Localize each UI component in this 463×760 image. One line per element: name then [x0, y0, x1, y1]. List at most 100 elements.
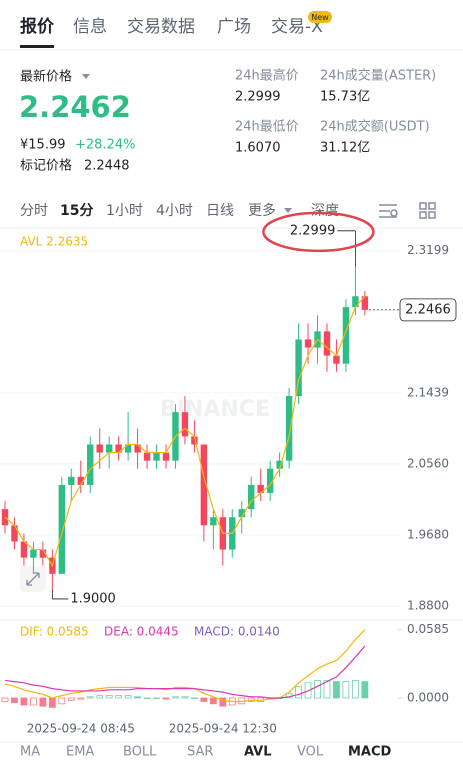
- y-tick-label: 2.1439: [407, 385, 449, 399]
- candle-body: [248, 484, 255, 510]
- stat-label: 24h最低价: [235, 120, 299, 135]
- badge: [308, 11, 332, 23]
- interval[interactable]: 15分: [60, 203, 93, 219]
- indicator-tab[interactable]: MA: [20, 745, 40, 760]
- candle-body: [295, 339, 302, 397]
- macd-bar: [361, 681, 369, 699]
- candle-body: [39, 549, 47, 558]
- stat-value: 31.12亿: [320, 141, 370, 156]
- mark-label: 标记价格: [20, 158, 72, 174]
- macd-bar: [181, 696, 189, 699]
- indicator-tab[interactable]: MACD: [348, 745, 392, 760]
- stat-value: 1.6070: [235, 141, 281, 156]
- candle-body: [68, 476, 75, 485]
- indicator-tab[interactable]: AVL: [244, 745, 272, 760]
- interval[interactable]: 更多: [248, 202, 276, 219]
- candle-body: [200, 444, 208, 526]
- interval[interactable]: 4小时: [156, 203, 193, 219]
- tab[interactable]: 广场: [217, 17, 251, 37]
- candle-body: [58, 484, 66, 574]
- mark-price: 2.2448: [84, 159, 130, 174]
- candle-body: [77, 476, 84, 485]
- macd-bar: [153, 697, 160, 699]
- indicator-legend: DIF: 0.0585: [20, 625, 89, 639]
- indicator-tab[interactable]: EMA: [66, 745, 94, 760]
- candle-body: [266, 468, 274, 493]
- candle-body: [285, 396, 293, 461]
- x-tick-label: 2025-09-24 12:30: [169, 722, 277, 736]
- macd-bar: [200, 697, 208, 702]
- indicator-legend: MACD: 0.0140: [194, 625, 280, 639]
- macd-line: [4, 629, 366, 703]
- interval[interactable]: 1小时: [106, 203, 143, 219]
- macd-bar: [39, 697, 47, 707]
- y-tick-label: 2.0560: [407, 456, 449, 470]
- macd-bar: [124, 695, 132, 699]
- indicator-tab[interactable]: BOLL: [123, 745, 157, 760]
- settings-icon[interactable]: [379, 204, 398, 218]
- last-price: 2.2462: [19, 90, 131, 124]
- macd-line: [4, 645, 366, 699]
- dropdown-icon: [82, 74, 90, 79]
- candle-body: [333, 355, 340, 364]
- last-price-box: [399, 298, 457, 322]
- macd-bar: [143, 697, 151, 699]
- candle-body: [153, 452, 160, 461]
- tab[interactable]: 交易数据: [127, 17, 195, 37]
- candle-body: [162, 452, 170, 461]
- high-annotation: 2.2999: [290, 223, 336, 238]
- macd-bar: [351, 680, 359, 699]
- dropdown-icon: [284, 208, 292, 213]
- macd-bar: [58, 697, 66, 705]
- macd-bar: [67, 697, 75, 701]
- interval[interactable]: 日线: [206, 203, 234, 219]
- indicator-tab[interactable]: SAR: [187, 745, 213, 760]
- y-tick-label: 2.3199: [407, 243, 449, 257]
- interval[interactable]: 深度: [311, 203, 339, 219]
- avl-line: [4, 295, 366, 568]
- macd-bar: [20, 697, 28, 706]
- candle-body: [143, 452, 151, 461]
- candle-body: [352, 296, 359, 308]
- indicator-legend: DEA: 0.0445: [104, 625, 179, 639]
- last-price-label: 2.2466: [405, 302, 451, 317]
- low-annotation: 1.9000: [70, 591, 116, 606]
- interval[interactable]: 分时: [20, 203, 48, 219]
- highlight-circle: [262, 211, 375, 253]
- candle-body: [105, 444, 113, 453]
- candle-body: [96, 444, 103, 453]
- macd-bar: [1, 697, 9, 702]
- candle-body: [323, 331, 331, 356]
- candle-body: [124, 444, 132, 453]
- stat-value: 15.73亿: [320, 90, 370, 105]
- tab-underline: [20, 45, 54, 48]
- macd-bar: [172, 696, 179, 699]
- candle-body: [11, 525, 18, 542]
- macd-bar: [323, 680, 331, 699]
- tab[interactable]: 报价: [20, 16, 55, 37]
- indicator-tab[interactable]: VOL: [297, 745, 324, 760]
- stat-label: 24h最高价: [235, 68, 299, 84]
- layout-icon[interactable]: [419, 202, 436, 219]
- macd-bar: [333, 681, 340, 699]
- candle-body: [87, 444, 94, 485]
- candle-body: [361, 296, 369, 310]
- y-tick-label: 1.8800: [407, 599, 449, 613]
- candle-body: [257, 484, 264, 493]
- x-tick-label: 2025-09-24 08:45: [27, 722, 135, 736]
- tab[interactable]: 信息: [73, 17, 107, 37]
- change: +28.24%: [75, 138, 135, 153]
- stat-value: 2.2999: [235, 90, 281, 105]
- candle-body: [20, 541, 28, 558]
- stat-label: 24h成交量(ASTER): [320, 68, 436, 84]
- macd-bar: [190, 697, 198, 699]
- macd-bar: [115, 695, 123, 699]
- indicator-legend: AVL 2.2635: [20, 235, 88, 249]
- candle-body: [30, 549, 37, 558]
- zoom-button[interactable]: [20, 566, 46, 592]
- candle-body: [181, 412, 189, 437]
- tab[interactable]: 交易-X: [271, 17, 323, 37]
- macd-bar: [295, 685, 302, 699]
- macd-bar: [209, 697, 217, 705]
